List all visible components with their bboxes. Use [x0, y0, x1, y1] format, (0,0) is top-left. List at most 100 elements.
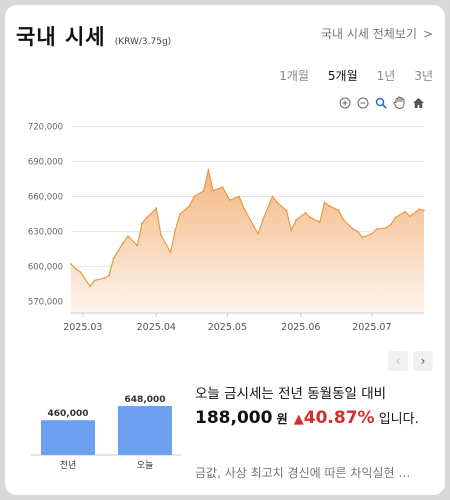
price-line — [70, 169, 425, 288]
prev-button[interactable]: ‹ — [388, 351, 408, 371]
price-point — [155, 207, 158, 210]
chevron-right-icon: > — [422, 27, 433, 41]
price-point — [375, 228, 378, 230]
compare-value-label: 460,000 — [48, 409, 89, 419]
price-area-chart: 720,000 690,000 660,000 630,000 600,000 570,0… — [28, 123, 425, 333]
price-point — [356, 230, 359, 233]
price-point — [290, 229, 293, 232]
compare-value-label: 648,000 — [125, 395, 166, 405]
price-point — [112, 257, 115, 260]
y-tick-label: 600,000 — [28, 262, 63, 272]
price-point — [74, 267, 77, 270]
price-point — [169, 251, 172, 254]
summary-value: 188,000 원 ▲40.87% 입니다. — [195, 408, 435, 430]
price-point — [179, 213, 181, 215]
price-point — [193, 195, 196, 198]
price-point — [108, 274, 110, 277]
price-point — [404, 210, 406, 213]
price-point — [93, 279, 96, 282]
price-point — [243, 207, 245, 210]
diff-percent: 40.87% — [303, 408, 375, 428]
price-point — [371, 232, 373, 235]
price-point — [323, 201, 326, 204]
tab-3years[interactable]: 3년 — [414, 69, 433, 83]
view-all-link[interactable]: 국내 시세 전체보기 > — [321, 25, 433, 42]
compare-category-label: 오늘 — [137, 460, 154, 471]
x-tick-label: 2025.07 — [352, 322, 391, 333]
won-unit: 원 — [276, 412, 288, 426]
price-point — [262, 218, 264, 221]
pager: ‹ › — [388, 351, 433, 371]
unit-label: (KRW/3.75g) — [114, 37, 172, 47]
price-point — [70, 263, 72, 265]
x-tick-label: 2025.04 — [137, 322, 176, 333]
price-point — [252, 224, 255, 227]
price-area — [71, 169, 424, 313]
card-header: 국내 시세 (KRW/3.75g) 국내 시세 전체보기 > — [16, 21, 435, 51]
gold-price-card: 국내 시세 (KRW/3.75g) 국내 시세 전체보기 > 1개월 5개월 1년… — [5, 5, 445, 495]
price-point — [238, 195, 241, 198]
price-point — [385, 227, 387, 229]
view-all-label: 국내 시세 전체보기 — [320, 27, 417, 41]
price-point — [122, 242, 124, 245]
price-point — [328, 204, 331, 207]
price-point — [418, 208, 421, 211]
zoom-out-icon[interactable] — [357, 97, 369, 109]
up-triangle-icon: ▲ — [293, 412, 304, 427]
price-point — [145, 216, 148, 219]
price-point — [202, 189, 205, 192]
tab-5months[interactable]: 5개월 — [327, 69, 358, 83]
pan-hand-icon[interactable] — [393, 96, 406, 109]
diff-amount: 188,000 — [195, 408, 273, 428]
price-point — [188, 204, 191, 207]
summary-tail: 입니다. — [378, 412, 419, 427]
price-point — [361, 236, 364, 239]
price-point — [136, 244, 139, 247]
price-point — [207, 168, 210, 171]
price-point — [389, 223, 392, 226]
price-point — [304, 211, 307, 214]
summary-line: 오늘 금시세는 전년 동월동일 대비 — [195, 386, 387, 402]
price-point — [271, 195, 274, 198]
price-point — [276, 201, 278, 204]
summary: 오늘 금시세는 전년 동월동일 대비 188,000 원 ▲40.87% 입니다… — [195, 382, 435, 430]
price-point — [160, 234, 162, 236]
y-tick-label: 660,000 — [28, 193, 63, 203]
compare-category-label: 전년 — [60, 460, 77, 471]
tab-1month[interactable]: 1개월 — [279, 69, 309, 83]
home-icon[interactable] — [412, 97, 425, 109]
price-point — [423, 209, 425, 212]
price-point — [394, 216, 397, 219]
period-tabs: 1개월 5개월 1년 3년 — [279, 67, 433, 84]
price-point — [295, 218, 297, 221]
x-tick-label: 2025.06 — [281, 322, 320, 333]
y-tick-label: 720,000 — [28, 123, 63, 133]
price-point — [103, 277, 106, 279]
x-tick-label: 2025.03 — [63, 322, 102, 333]
price-point — [174, 229, 177, 232]
price-point — [342, 218, 345, 221]
price-point — [221, 186, 224, 189]
y-tick-label: 690,000 — [28, 158, 63, 168]
page-title: 국내 시세 — [16, 25, 106, 49]
price-point — [141, 222, 144, 225]
price-point — [228, 199, 231, 201]
news-headline[interactable]: 금값, 사상 최고치 경신에 따른 차익실현 … — [195, 466, 411, 480]
price-point — [309, 216, 312, 219]
chart-toolbar — [339, 96, 425, 109]
price-point — [127, 235, 129, 237]
next-button[interactable]: › — [413, 351, 433, 371]
price-point — [352, 228, 354, 230]
price-point — [257, 232, 260, 235]
magnifier-icon[interactable] — [375, 97, 387, 109]
compare-bar — [118, 406, 172, 455]
y-tick-label: 570,000 — [28, 297, 63, 307]
price-point — [408, 215, 411, 218]
price-point — [89, 285, 91, 288]
price-point — [285, 209, 288, 212]
zoom-in-icon[interactable] — [339, 97, 351, 109]
price-point — [318, 221, 321, 224]
price-point — [79, 271, 82, 274]
tab-1year[interactable]: 1년 — [376, 69, 396, 83]
price-point — [337, 209, 340, 212]
